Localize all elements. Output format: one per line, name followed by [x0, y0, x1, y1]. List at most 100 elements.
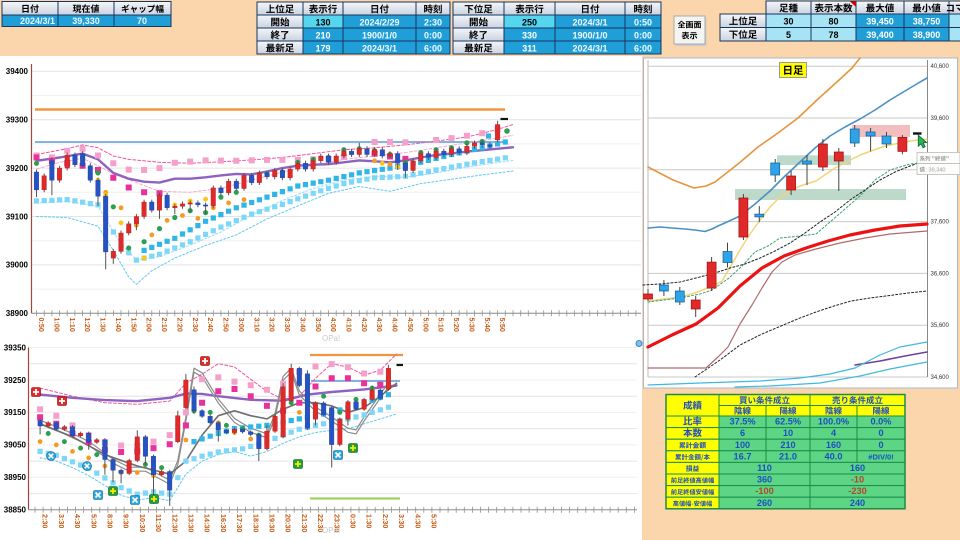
svg-text:330: 330 [522, 31, 537, 41]
svg-text:38950: 38950 [4, 473, 27, 482]
svg-text:5: 5 [786, 30, 791, 40]
svg-text:100: 100 [735, 440, 750, 450]
svg-text:260: 260 [757, 498, 772, 508]
svg-text:0:30: 0:30 [349, 514, 358, 528]
svg-text:2024/3/1: 2024/3/1 [20, 16, 55, 26]
svg-text:5:10: 5:10 [437, 318, 446, 332]
svg-text:39,330: 39,330 [72, 16, 100, 26]
svg-text:2:00: 2:00 [145, 318, 154, 332]
svg-text:360: 360 [757, 475, 772, 485]
svg-text:2024/3/1: 2024/3/1 [572, 44, 607, 54]
svg-text:39300: 39300 [6, 116, 29, 125]
svg-text:39050: 39050 [4, 441, 27, 450]
svg-text:16.7: 16.7 [734, 451, 752, 461]
svg-text:21:30: 21:30 [300, 514, 309, 532]
svg-text:37,600: 37,600 [931, 220, 950, 226]
svg-text:: 39,340: : 39,340 [926, 168, 946, 174]
svg-text:39150: 39150 [4, 408, 27, 417]
svg-text:0:00: 0:00 [424, 31, 442, 41]
svg-text:3:00: 3:00 [237, 318, 246, 332]
svg-text:0:00: 0:00 [634, 31, 652, 41]
svg-text:39250: 39250 [4, 376, 27, 385]
svg-text:3:30: 3:30 [283, 318, 292, 332]
svg-text:39200: 39200 [6, 164, 29, 173]
svg-text:1900/1/0: 1900/1/0 [572, 31, 607, 41]
svg-text:5:40: 5:40 [483, 318, 492, 332]
svg-text:1:30: 1:30 [365, 514, 374, 528]
svg-text:4:30: 4:30 [375, 318, 384, 332]
svg-text:#DIV/0!: #DIV/0! [868, 452, 893, 461]
svg-text:23:30: 23:30 [332, 514, 341, 532]
svg-text:78: 78 [828, 30, 838, 40]
svg-text:0: 0 [878, 440, 883, 450]
svg-text:39,400: 39,400 [866, 30, 894, 40]
svg-text:3:30: 3:30 [57, 514, 66, 528]
svg-text:4: 4 [831, 428, 837, 438]
svg-text:39350: 39350 [4, 343, 27, 352]
svg-text:5:20: 5:20 [452, 318, 461, 332]
svg-text:38,750: 38,750 [913, 17, 941, 27]
svg-text:OPa!: OPa! [322, 334, 340, 343]
svg-text:2:30: 2:30 [191, 318, 200, 332]
svg-text:130: 130 [315, 18, 330, 28]
svg-text:4:30: 4:30 [413, 514, 422, 528]
svg-text:20:30: 20:30 [284, 514, 293, 532]
svg-text:8:30: 8:30 [106, 514, 115, 528]
svg-text:12:30: 12:30 [170, 514, 179, 532]
svg-text:19:30: 19:30 [268, 514, 277, 532]
svg-text:10: 10 [783, 428, 793, 438]
svg-text:-100: -100 [755, 486, 773, 496]
svg-text:240: 240 [850, 498, 865, 508]
svg-text:210: 210 [315, 31, 330, 41]
svg-text:2024/3/1: 2024/3/1 [572, 18, 607, 28]
svg-text:5:30: 5:30 [430, 514, 439, 528]
svg-text:30: 30 [783, 17, 793, 27]
svg-text:22:30: 22:30 [316, 514, 325, 532]
svg-text:179: 179 [315, 44, 330, 54]
svg-text:2:40: 2:40 [206, 318, 215, 332]
svg-text:2024/3/1: 2024/3/1 [362, 44, 397, 54]
svg-text:2:30: 2:30 [424, 18, 442, 28]
svg-text:210: 210 [780, 440, 795, 450]
svg-text:10:30: 10:30 [138, 514, 147, 532]
svg-text:39100: 39100 [6, 212, 29, 221]
svg-text:2:30: 2:30 [41, 514, 50, 528]
svg-text:39400: 39400 [6, 67, 29, 76]
svg-text:160: 160 [826, 440, 841, 450]
svg-text:250: 250 [522, 18, 537, 28]
svg-text:2024/2/29: 2024/2/29 [359, 18, 399, 28]
svg-text:38900: 38900 [6, 309, 29, 318]
svg-text:160: 160 [850, 463, 865, 473]
svg-text:3:40: 3:40 [298, 318, 307, 332]
svg-text:1:30: 1:30 [99, 318, 108, 332]
svg-text:21.0: 21.0 [779, 451, 797, 461]
svg-text:38850: 38850 [4, 506, 27, 515]
svg-text:2:10: 2:10 [160, 318, 169, 332]
svg-text:11:30: 11:30 [154, 514, 163, 532]
svg-text:40,600: 40,600 [931, 64, 950, 70]
svg-text:3:30: 3:30 [397, 514, 406, 528]
svg-text:3:20: 3:20 [268, 318, 277, 332]
svg-text:4:20: 4:20 [360, 318, 369, 332]
svg-text:6: 6 [740, 428, 745, 438]
svg-text:5:00: 5:00 [421, 318, 430, 332]
svg-text:1:50: 1:50 [129, 318, 138, 332]
svg-text:3:50: 3:50 [314, 318, 323, 332]
svg-text:62.5%: 62.5% [775, 417, 801, 427]
svg-text:100.0%: 100.0% [818, 417, 849, 427]
svg-text:0: 0 [878, 428, 883, 438]
svg-text:13:30: 13:30 [187, 514, 196, 532]
svg-text:4:40: 4:40 [391, 318, 400, 332]
svg-text:5:30: 5:30 [89, 514, 98, 528]
svg-text:4:10: 4:10 [345, 318, 354, 332]
svg-text:35,600: 35,600 [931, 323, 950, 329]
svg-text:2:30: 2:30 [381, 514, 390, 528]
svg-text:36,600: 36,600 [931, 271, 950, 277]
svg-text:-10: -10 [851, 475, 864, 485]
svg-text:16:30: 16:30 [219, 514, 228, 532]
svg-text:1:40: 1:40 [114, 318, 123, 332]
svg-text:4:00: 4:00 [329, 318, 338, 332]
svg-text:1900/1/0: 1900/1/0 [362, 31, 397, 41]
svg-text:0:50: 0:50 [634, 18, 652, 28]
svg-text:6:00: 6:00 [424, 44, 442, 54]
